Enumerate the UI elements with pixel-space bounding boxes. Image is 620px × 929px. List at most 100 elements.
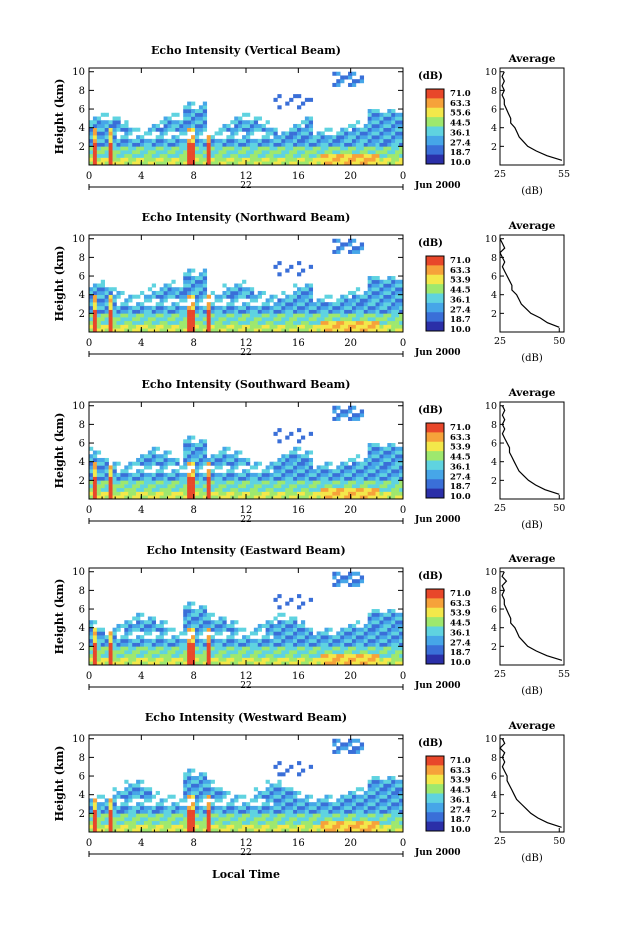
heatmap-cell [214, 294, 219, 299]
heatmap-cell [359, 305, 365, 310]
heatmap-cell [167, 820, 172, 825]
profile-y-tick-label: 6 [491, 605, 497, 616]
profile-x-tick-label: 55 [558, 669, 570, 680]
heatmap-cell [210, 817, 215, 822]
heatmap-cell [359, 135, 365, 140]
heatmap-cell [289, 454, 294, 459]
heatmap-cell [249, 127, 255, 132]
heatmap-cell [249, 650, 255, 655]
heatmap-cell [316, 631, 321, 636]
heatmap-cell [277, 298, 282, 303]
heatmap-cell [187, 150, 192, 155]
heatmap-cell [340, 150, 345, 155]
heatmap-cell [387, 809, 392, 814]
heatmap-cell [359, 317, 365, 322]
heatmap-cell [242, 653, 247, 658]
heatmap-cell [375, 824, 380, 829]
heatmap-cell [391, 302, 396, 307]
heatmap-cell [383, 627, 388, 632]
heatmap-cell [336, 571, 341, 576]
heatmap-cell [383, 612, 388, 617]
heatmap-cell [155, 146, 160, 151]
heatmap-cell [387, 120, 392, 125]
heatmap-cell [234, 131, 239, 136]
heatmap-cell [289, 805, 294, 810]
heatmap-cell [253, 484, 259, 489]
heatmap-cell [293, 627, 298, 632]
heatmap-cell [191, 646, 196, 651]
heatmap-cell [293, 642, 298, 647]
heatmap-cell [187, 783, 192, 788]
heatmap-cell [399, 495, 404, 500]
heatmap-cell [344, 313, 349, 318]
heatmap-cell [112, 127, 117, 132]
heatmap-cell [151, 484, 157, 489]
profile-xlabel: (dB) [521, 520, 543, 531]
heatmap-cell [348, 157, 353, 162]
colorbar-level: 53.9 [450, 443, 471, 453]
heatmap-cell [242, 157, 247, 162]
heatmap-cell [218, 461, 223, 466]
heatmap-cell [391, 779, 396, 784]
heatmap-cell [246, 472, 251, 477]
heatmap-cell [340, 328, 345, 333]
heatmap-cell [328, 642, 333, 647]
heatmap-cell [293, 616, 298, 621]
heatmap-cell [96, 824, 102, 829]
heatmap-cell [383, 146, 388, 151]
heatmap-cell [359, 631, 365, 636]
heatmap-cell [171, 317, 176, 322]
heatmap-cell [155, 480, 160, 485]
heatmap-cell [140, 650, 145, 655]
heatmap-cell [336, 161, 341, 166]
heatmap-cell [159, 324, 164, 329]
heatmap-cell [367, 283, 372, 288]
heatmap-cell [92, 465, 98, 470]
heatmap-cell [300, 131, 306, 136]
heatmap-cell [355, 249, 361, 254]
heatmap-cell [242, 150, 247, 155]
heatmap-cell [316, 298, 321, 303]
heatmap-cell [257, 123, 262, 128]
heatmap-cell [355, 302, 361, 307]
heatmap-cell [285, 480, 290, 485]
x-tick-label: 12 [240, 671, 253, 682]
heatmap-cell [167, 150, 172, 155]
heatmap-cell [308, 320, 314, 325]
heatmap-cell [249, 324, 255, 329]
heatmap-cell [242, 495, 247, 500]
heatmap-cell [246, 157, 251, 162]
heatmap-cell [242, 809, 247, 814]
heatmap-cell [124, 309, 129, 314]
heatmap-cell [128, 294, 133, 299]
heatmap-cell [371, 657, 376, 662]
heatmap-cell [304, 153, 310, 158]
heatmap-cell [399, 653, 404, 658]
heatmap-cell [143, 484, 149, 489]
profile-x-tick-label: 25 [494, 169, 506, 180]
heatmap-cell [257, 138, 262, 143]
heatmap-cell [261, 820, 266, 825]
heatmap-cell [363, 627, 368, 632]
heatmap-cell [132, 820, 137, 825]
heatmap-cell [344, 157, 349, 162]
heatmap-cell [179, 472, 184, 477]
heatmap-cell [316, 642, 321, 647]
heatmap-cell [363, 131, 368, 136]
heatmap-cell [159, 290, 164, 295]
heatmap-cell [387, 309, 392, 314]
heatmap-cell [89, 653, 94, 658]
heatmap-cell [273, 653, 278, 658]
heatmap-cell [191, 302, 196, 307]
heatmap-cell [171, 150, 176, 155]
heatmap-cell [167, 287, 172, 292]
heatmap-cell [312, 317, 317, 322]
heatmap-cell [383, 446, 388, 451]
heatmap-cell [230, 627, 235, 632]
heatmap-cell [246, 638, 251, 643]
heatmap-cell [249, 131, 255, 136]
heatmap-cell [140, 469, 145, 474]
heatmap-cell [155, 657, 160, 662]
heatmap-cell [367, 309, 372, 314]
heatmap-cell [379, 794, 384, 799]
